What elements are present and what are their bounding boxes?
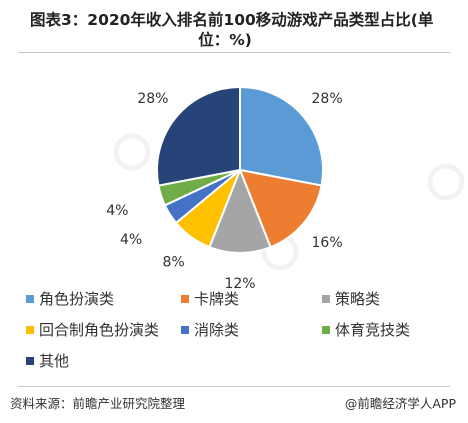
watermark-logo-icon <box>427 163 465 201</box>
legend-swatch-1 <box>181 294 189 303</box>
pie-slice-1 <box>238 168 323 249</box>
legend-label-6: 其他 <box>39 352 70 370</box>
legend-swatch-2 <box>322 294 330 303</box>
legend-swatch-4 <box>181 325 189 334</box>
legend-item-3: 回合制角色扮演类 <box>26 319 159 340</box>
chart-title-line2: 位：%) <box>198 31 252 49</box>
legend-swatch-3 <box>26 325 34 334</box>
pie-slices <box>156 85 324 254</box>
top-divider <box>18 52 450 53</box>
brand-credit: @前瞻经济学人APP <box>344 396 456 411</box>
legend-label-1: 卡牌类 <box>194 290 240 308</box>
legend-item-5: 体育竞技类 <box>322 319 410 340</box>
pie-chart: 28% 16% 12% 8% 4% 4% 28% <box>106 85 465 290</box>
watermark-logo-icon <box>113 133 151 171</box>
chart-title: 图表3：2020年收入排名前100移动游戏产品类型占比(单 位：%) <box>30 10 450 50</box>
legend-swatch-6 <box>26 356 34 365</box>
legend-item-6: 其他 <box>26 350 69 371</box>
legend-item-4: 消除类 <box>181 319 239 340</box>
legend-label-3: 回合制角色扮演类 <box>39 321 160 339</box>
pie-data-labels: 28% 16% 12% 8% 4% 4% 28% <box>106 91 342 290</box>
pie-slice-0 <box>239 85 324 187</box>
pie-slice-2 <box>208 167 272 254</box>
legend-label-4: 消除类 <box>194 321 240 339</box>
chart-title-line1: 图表3：2020年收入排名前100移动游戏产品类型占比(单 <box>30 11 434 29</box>
legend-item-1: 卡牌类 <box>181 288 239 309</box>
legend-item-0: 角色扮演类 <box>26 288 114 309</box>
legend-label-2: 策略类 <box>335 290 381 308</box>
pie-data-label-0: 28% <box>312 91 343 107</box>
legend-label-0: 角色扮演类 <box>39 290 115 308</box>
legend-swatch-0 <box>26 294 34 303</box>
source-note: 资料来源：前瞻产业研究院整理 <box>10 396 186 411</box>
legend-item-2: 策略类 <box>322 288 380 309</box>
bottom-divider <box>18 386 450 387</box>
pie-data-label-3: 8% <box>162 254 184 270</box>
pie-data-label-4: 4% <box>120 232 142 248</box>
pie-data-label-6: 28% <box>137 91 168 107</box>
pie-slice-6 <box>156 85 241 187</box>
legend-label-5: 体育竞技类 <box>335 321 411 339</box>
legend-swatch-5 <box>322 325 330 334</box>
pie-data-label-1: 16% <box>312 235 343 251</box>
pie-data-label-2: 12% <box>224 276 255 290</box>
pie-data-label-5: 4% <box>106 203 128 219</box>
